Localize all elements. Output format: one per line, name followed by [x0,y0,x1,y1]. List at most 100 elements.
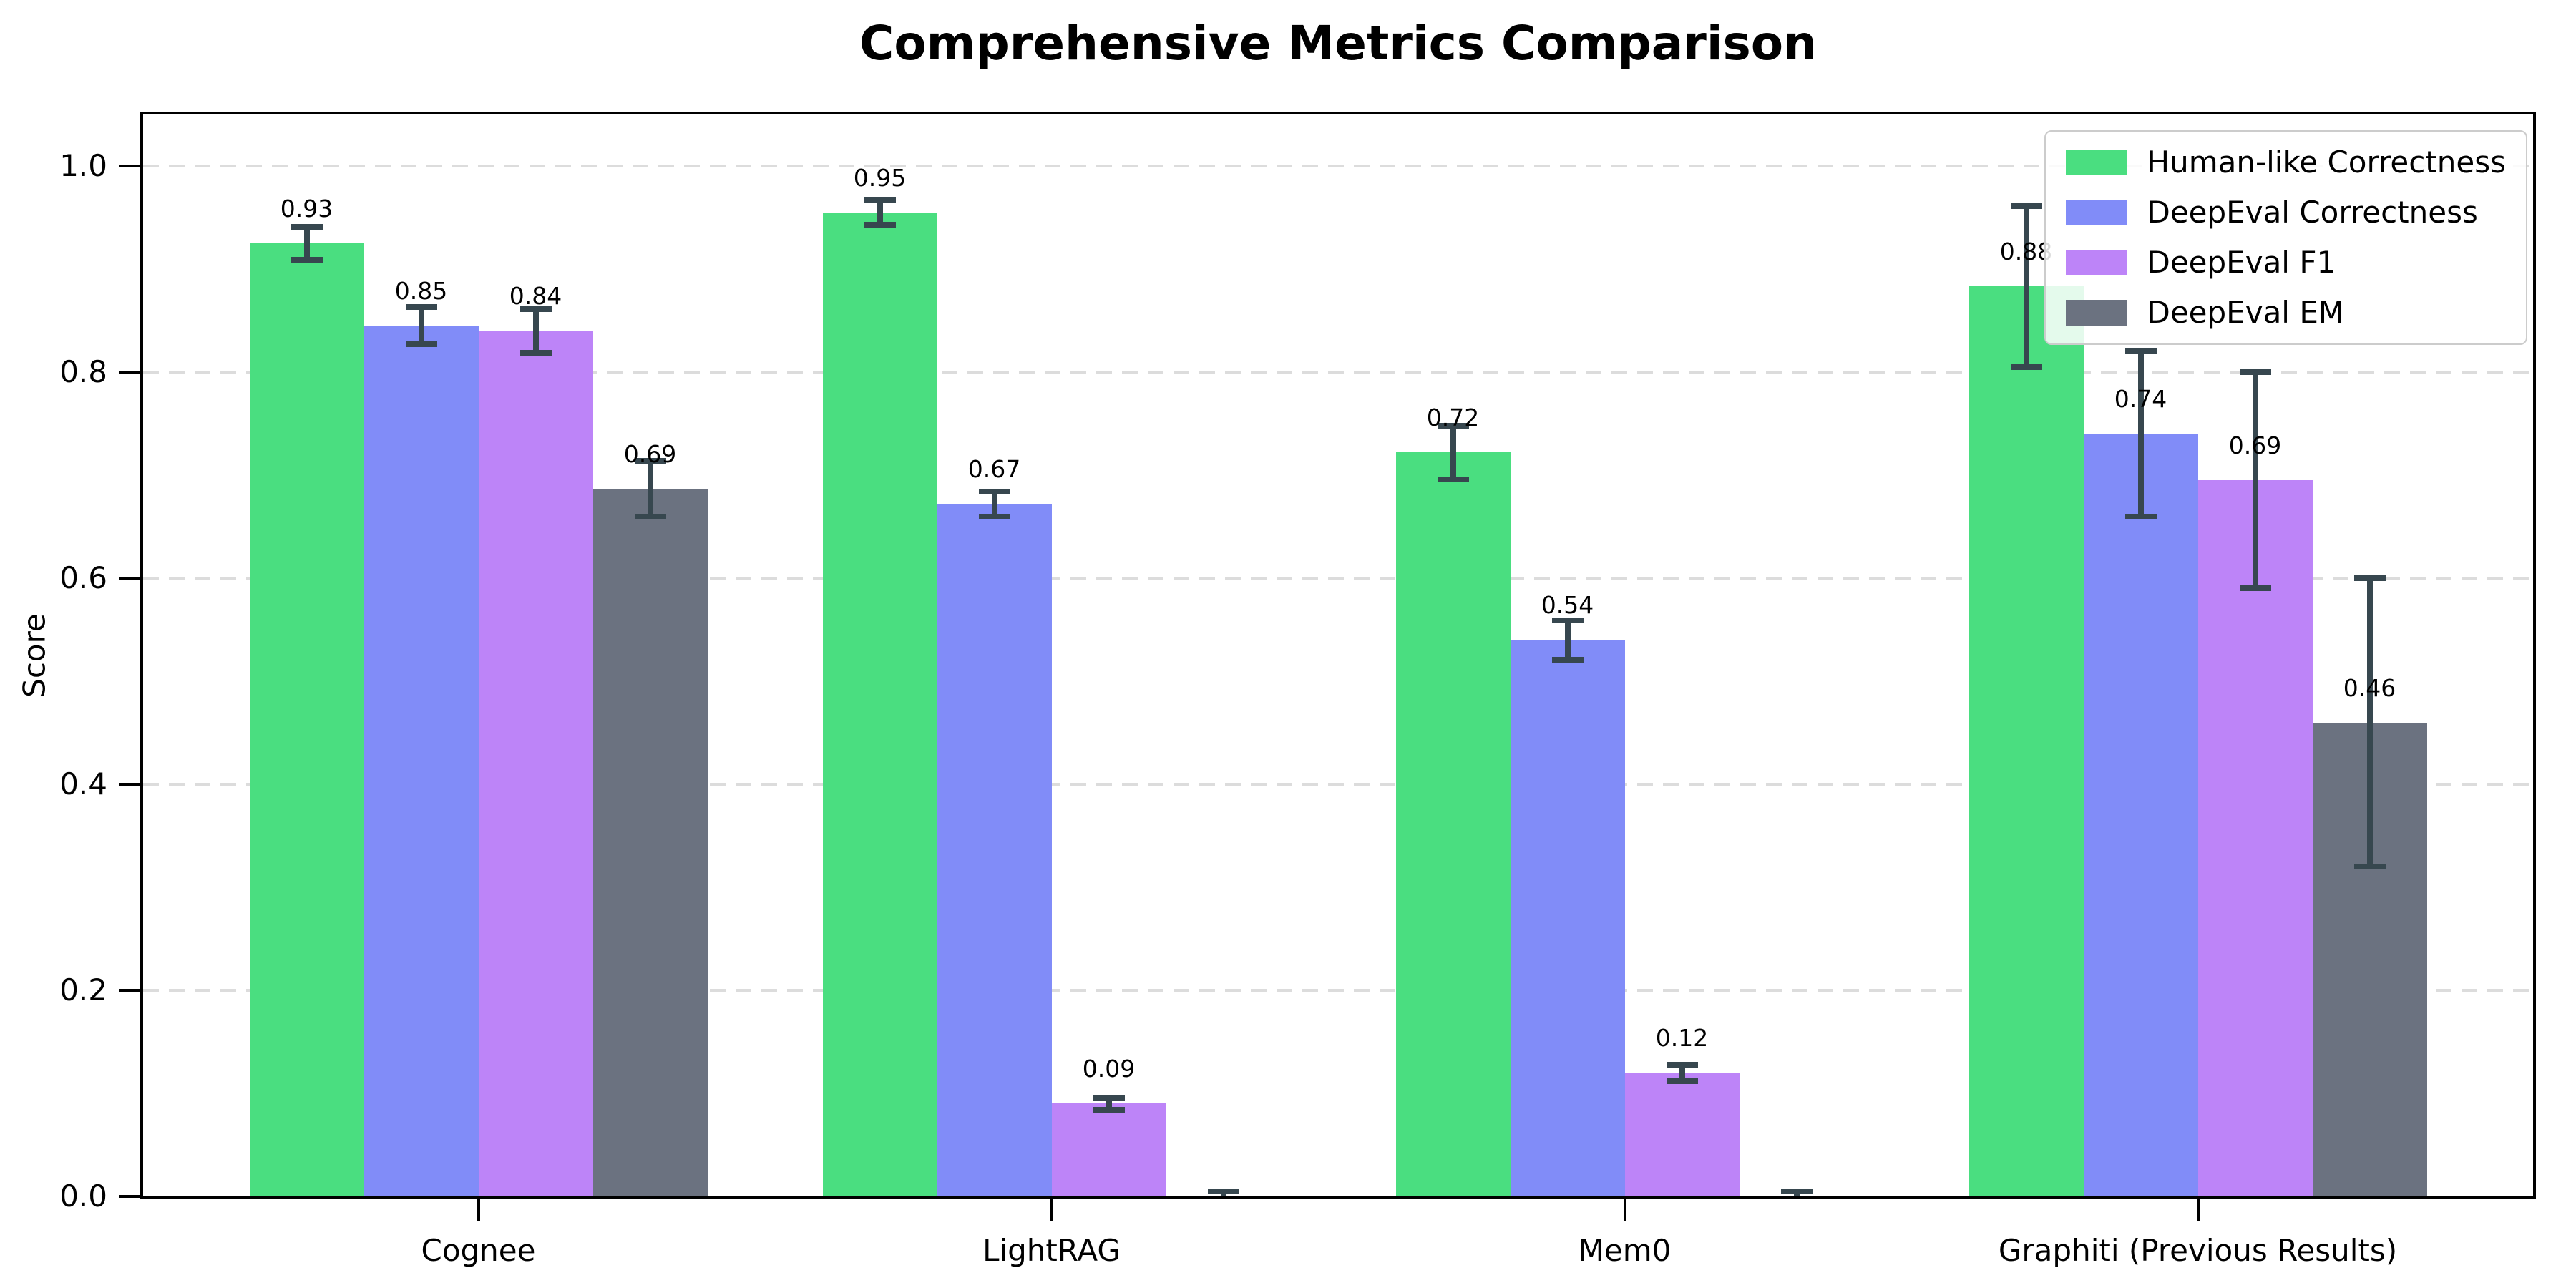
y-tick-mark [119,783,140,786]
error-bar-cap [634,457,666,464]
legend-swatch [2065,300,2127,326]
legend-item: DeepEval F1 [2065,246,2507,279]
error-bar-cap [2124,348,2157,355]
bar [822,212,937,1196]
bar-value-label: 0.84 [509,282,562,311]
error-bar-cap [405,304,437,311]
bar [592,488,708,1196]
error-bar [532,309,539,353]
bar-value-label: 0.69 [623,439,677,468]
legend-label: DeepEval EM [2147,295,2345,330]
y-tick-label: 0.8 [59,354,107,389]
error-bar [1679,1064,1685,1081]
error-bar [2023,206,2029,367]
bar [364,326,479,1196]
bar [2083,434,2198,1196]
error-bar [418,307,424,345]
error-bar [991,492,997,517]
error-bar-cap [864,197,896,203]
x-tick-label: Cognee [421,1233,536,1268]
plot-area: 0.0 0.2 0.4 0.6 0.8 1.0 Cognee LightRAG Mem0 Grap… [59,112,2536,1268]
error-bar-cap [1207,1188,1239,1194]
bar-value-label: 0.95 [853,163,907,192]
bar-value-label: 0.46 [2343,673,2396,702]
y-tick-mark [119,371,140,374]
legend-label: Human-like Correctness [2147,145,2507,180]
legend-item: DeepEval EM [2065,295,2507,330]
y-tick-label: 0.4 [59,766,107,801]
x-tick-mark [1050,1199,1053,1221]
error-bar [1450,425,1456,479]
y-gridline [143,371,2533,374]
error-bar-cap [1437,422,1469,429]
error-bar-cap [2124,513,2157,519]
error-bar-cap [1093,1094,1125,1101]
bar-value-label: 0.54 [1541,591,1594,620]
error-bar-cap [2239,585,2271,592]
bar [1395,452,1511,1196]
error-bar [303,226,310,260]
error-bar-cap [291,257,323,263]
bar-value-label: 0.88 [1999,238,2053,266]
bar [937,504,1052,1196]
error-bar-cap [519,349,552,356]
y-gridline [143,989,2533,992]
error-bar-cap [2010,364,2042,370]
error-bar-cap [2353,575,2386,581]
bar-value-label: 0.12 [1655,1024,1709,1053]
legend: Human-like Correctness DeepEval Correctne… [2044,130,2527,345]
error-bar-cap [978,513,1010,519]
bar-value-label: 0.72 [1426,404,1480,432]
error-bar [1106,1097,1112,1111]
error-bar [1564,620,1571,660]
legend-swatch [2065,200,2127,225]
bar-value-label: 0.85 [394,277,448,306]
error-bar-cap [1666,1061,1698,1068]
legend-swatch [2065,150,2127,175]
bar [1510,640,1625,1196]
error-bar-cap [1437,476,1469,482]
y-tick-label: 1.0 [59,148,107,183]
error-bar-cap [2239,369,2271,375]
bar [2197,480,2313,1196]
bar [1051,1103,1166,1196]
bar [249,243,364,1196]
legend-swatch [2065,250,2127,275]
x-tick-label: Mem0 [1578,1233,1672,1268]
error-bar-cap [634,513,666,519]
bar-value-label: 0.09 [1082,1055,1136,1083]
y-tick-mark [119,989,140,992]
bar [1624,1073,1740,1196]
bar [478,331,593,1196]
x-tick-label: LightRAG [982,1233,1121,1268]
y-tick-mark [119,1195,140,1198]
y-axis-label: Score [16,613,52,698]
error-bar-cap [1093,1107,1125,1113]
x-tick-mark [477,1199,480,1221]
y-tick-label: 0.6 [59,560,107,595]
bar-value-label: 0.69 [2228,431,2282,460]
error-bar-cap [1551,656,1584,663]
error-bar-cap [291,223,323,230]
y-gridline [143,783,2533,786]
legend-label: DeepEval Correctness [2147,195,2478,230]
x-tick-mark [1623,1199,1626,1221]
chart-title: Comprehensive Metrics Comparison [859,16,1818,71]
error-bar-cap [2010,203,2042,210]
legend-item: Human-like Correctness [2065,145,2507,180]
y-tick-label: 0.2 [59,972,107,1008]
error-bar-cap [1780,1188,1813,1194]
bar-value-label: 0.67 [967,455,1021,484]
legend-item: DeepEval Correctness [2065,195,2507,230]
y-tick-mark [119,577,140,580]
error-bar-cap [1666,1078,1698,1084]
error-bar-cap [519,306,552,313]
error-bar [877,200,883,225]
error-bar-cap [2353,864,2386,870]
error-bar-cap [405,341,437,348]
y-tick-label: 0.0 [59,1179,107,1214]
error-bar [647,460,653,517]
x-tick-mark [2196,1199,2200,1221]
error-bar [2366,578,2373,867]
